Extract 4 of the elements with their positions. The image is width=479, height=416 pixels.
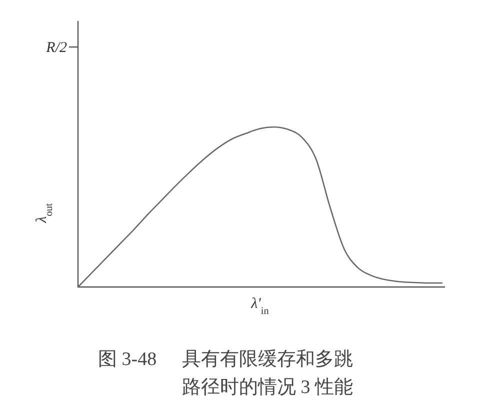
- text: 具有有限缓存和多跳路径时的情况 3 性能: [182, 349, 353, 398]
- caption: 图 3-48: [98, 349, 157, 370]
- x-axis-title: λ′$_{in}$: [250, 296, 269, 316]
- text: R/2: [45, 40, 68, 56]
